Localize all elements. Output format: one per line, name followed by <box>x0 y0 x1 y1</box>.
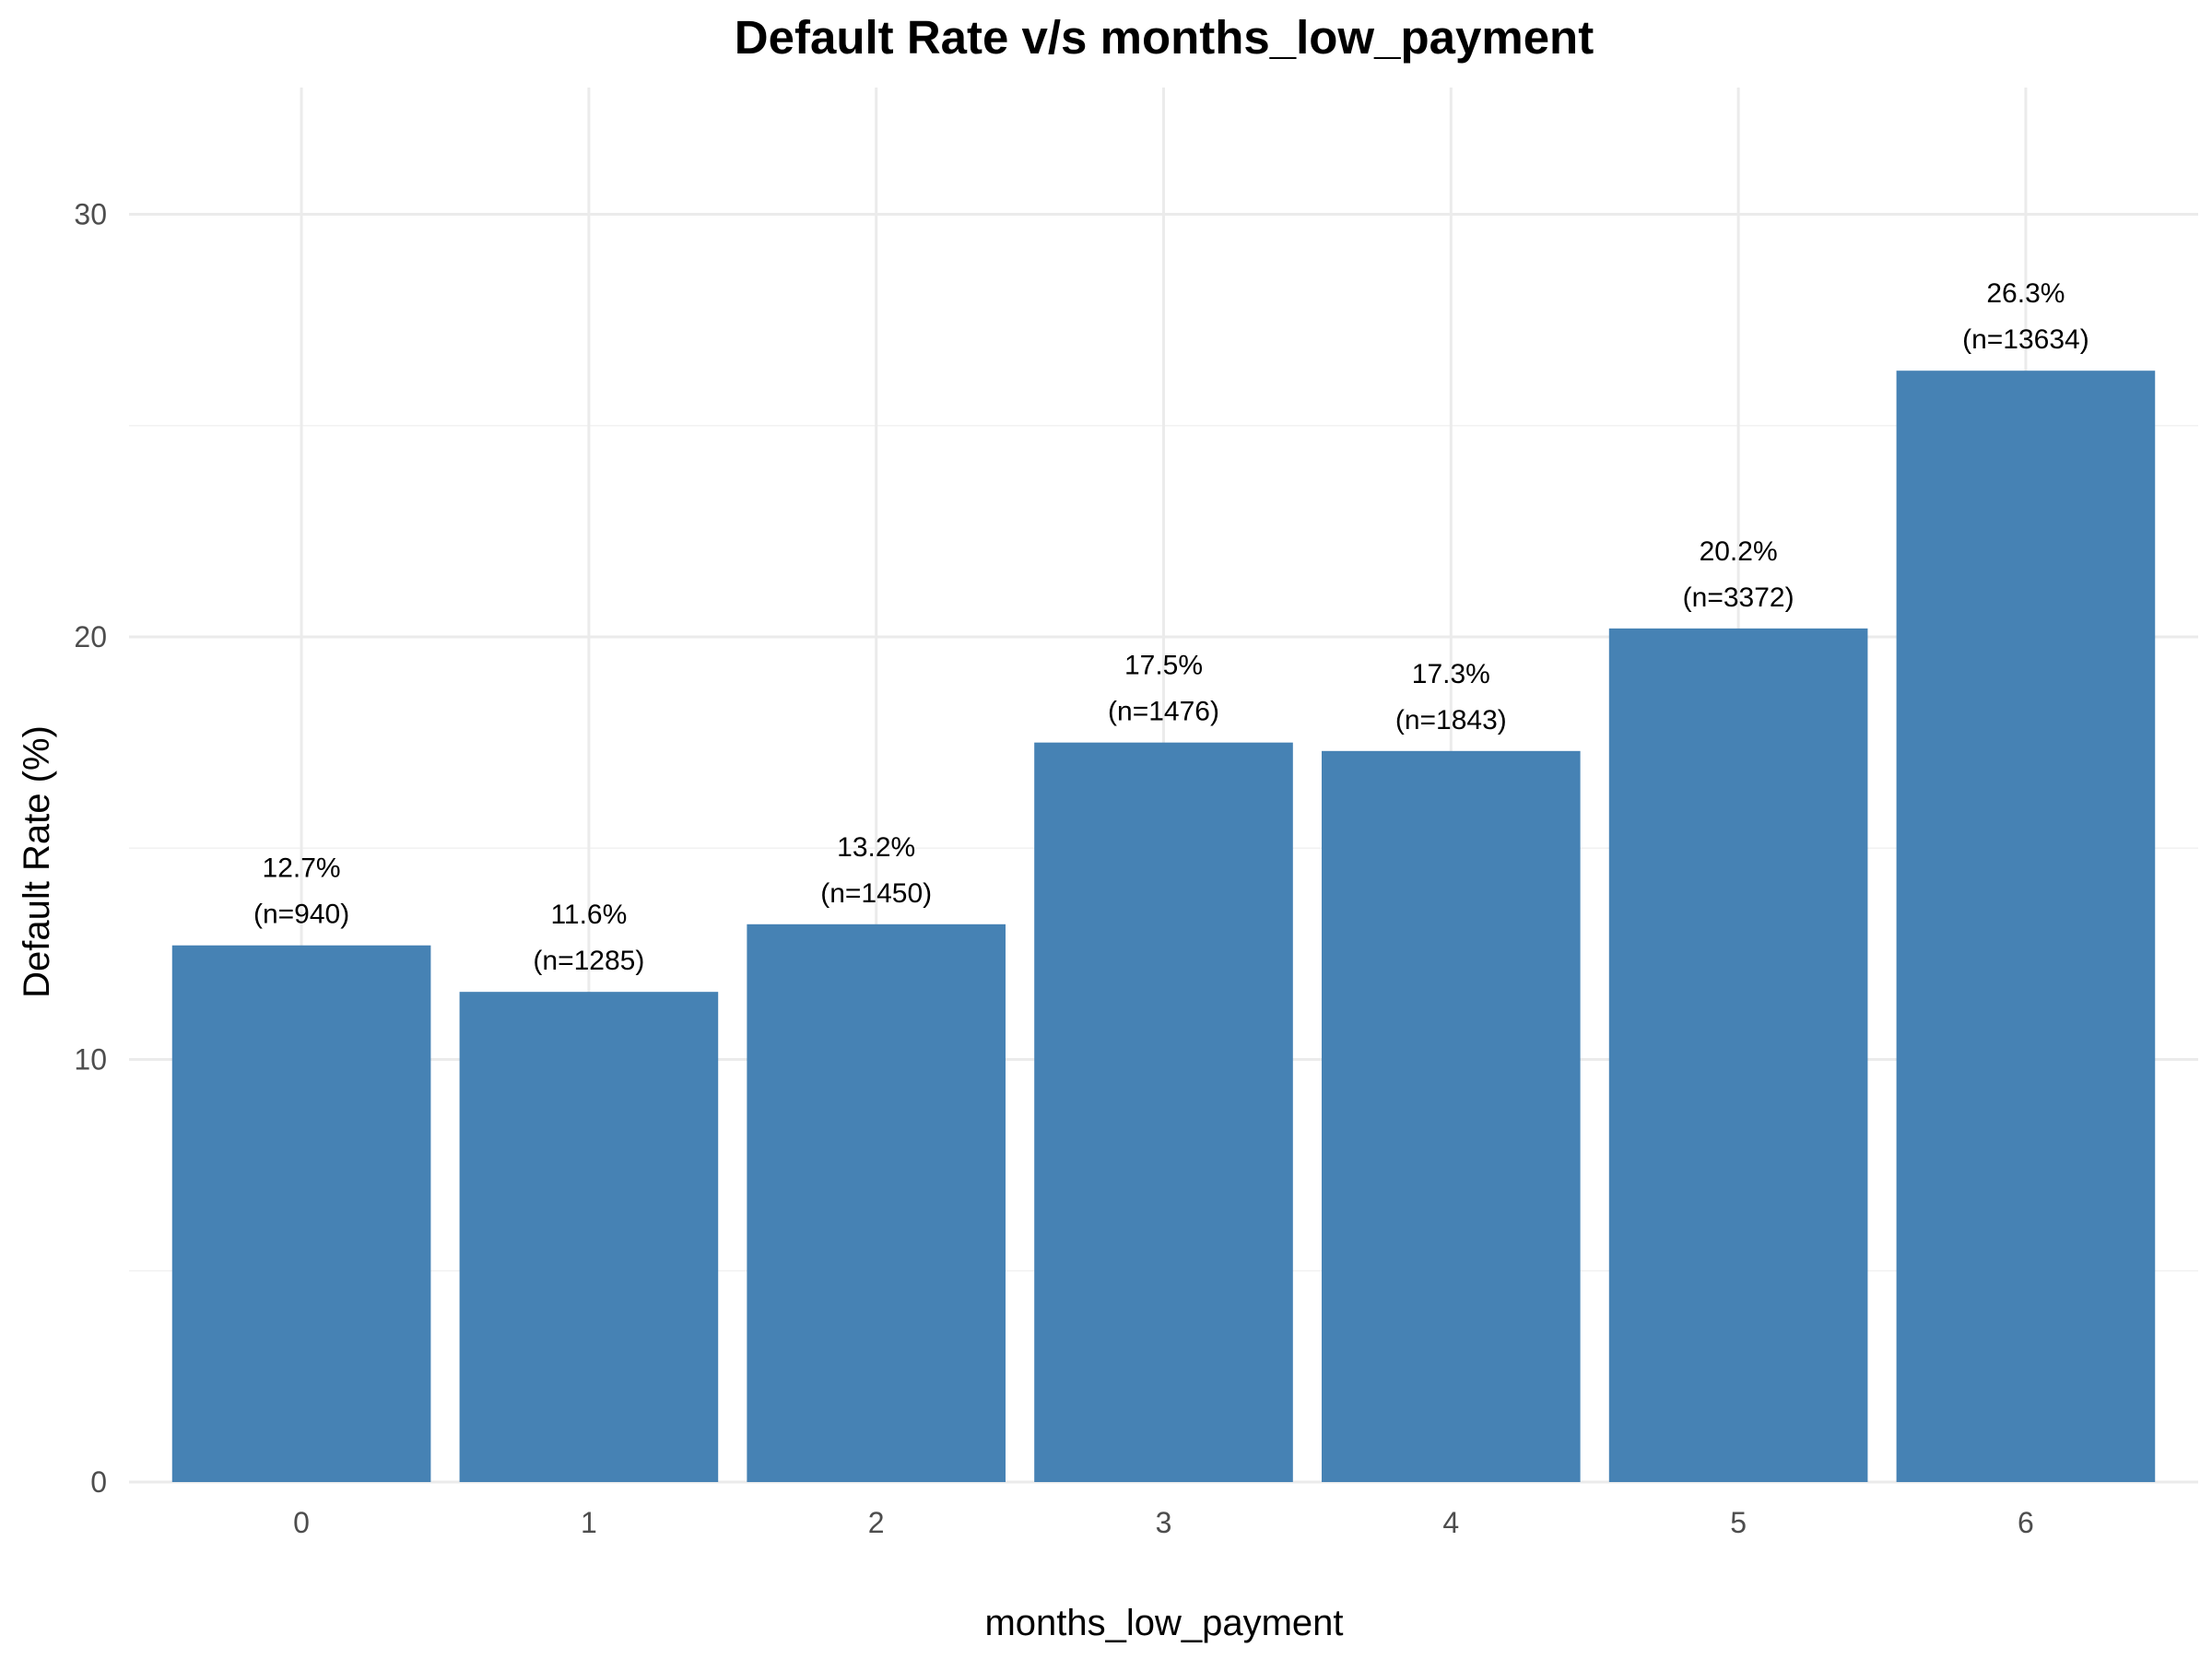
bar-count-label: (n=13634) <box>1962 324 2089 355</box>
bar-value-label: 17.5% <box>1124 651 1203 681</box>
data-labels: 12.7% (n=940) 11.6% (n=1285) 13.2% (n=1450) 17… <box>253 278 2089 976</box>
bar-count-label: (n=1843) <box>1395 705 1507 735</box>
bar <box>1034 742 1293 1482</box>
bar-value-label: 13.2% <box>837 832 915 863</box>
bar-value-label: 11.6% <box>550 900 627 930</box>
bar <box>1608 628 1868 1482</box>
y-tick-label: 20 <box>74 620 107 653</box>
bar <box>747 924 1006 1482</box>
bar-value-label: 12.7% <box>263 853 341 884</box>
y-tick-label: 10 <box>74 1043 107 1077</box>
y-tick-label: 0 <box>90 1465 107 1499</box>
x-tick-label: 4 <box>1442 1506 1459 1539</box>
bars <box>171 371 2156 1483</box>
x-tick-label: 3 <box>1156 1506 1172 1539</box>
x-tick-label: 5 <box>1730 1506 1747 1539</box>
x-tick-label: 6 <box>2018 1506 2034 1539</box>
bar <box>1896 371 2156 1483</box>
bar-count-label: (n=940) <box>253 900 349 930</box>
bar-value-label: 20.2% <box>1700 536 1778 567</box>
bar <box>1321 750 1581 1482</box>
y-tick-label: 30 <box>74 198 107 231</box>
y-axis-ticks: 0 10 20 30 <box>74 198 107 1499</box>
bar-count-label: (n=1476) <box>1108 697 1219 727</box>
bar <box>459 992 719 1482</box>
bar-count-label: (n=1285) <box>533 946 644 976</box>
chart-title: Default Rate v/s months_low_payment <box>735 11 1594 64</box>
bar-value-label: 26.3% <box>1986 278 2065 309</box>
x-tick-label: 2 <box>868 1506 885 1539</box>
x-tick-label: 1 <box>581 1506 597 1539</box>
x-tick-label: 0 <box>293 1506 310 1539</box>
y-axis-title: Default Rate (%) <box>17 725 57 998</box>
x-axis-ticks: 0 1 2 3 4 5 6 <box>293 1506 2034 1539</box>
bar <box>171 945 431 1482</box>
x-axis-title: months_low_payment <box>984 1603 1343 1643</box>
bar-value-label: 17.3% <box>1412 659 1490 689</box>
bar-count-label: (n=3372) <box>1683 582 1794 613</box>
bar-count-label: (n=1450) <box>820 878 932 909</box>
